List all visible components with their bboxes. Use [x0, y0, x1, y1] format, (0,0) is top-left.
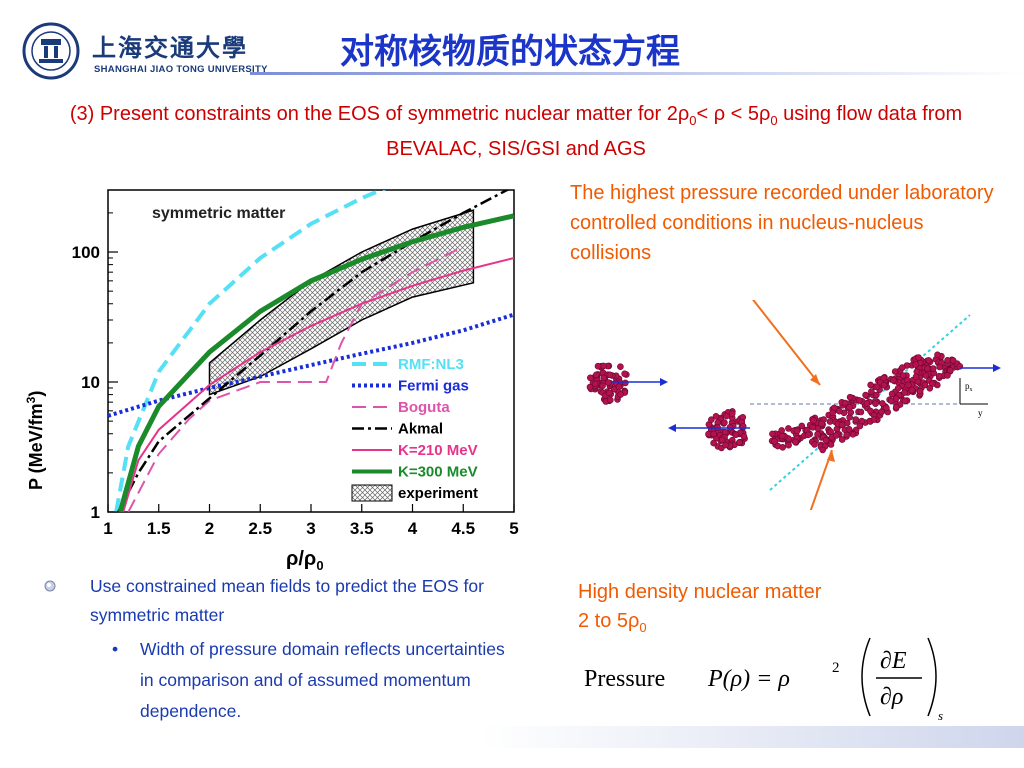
- density-note-line-1: High density nuclear matter: [578, 581, 822, 603]
- orange-pointer-top-head: [810, 374, 820, 385]
- legend-label-4: K=210 MeV: [398, 442, 478, 459]
- x-tick-label-7: 4.5: [451, 519, 475, 538]
- legend-label-5: K=300 MeV: [398, 464, 478, 481]
- density-note-line-2: 2 to 5ρ0: [578, 607, 821, 642]
- logo-chinese-name: 上海交通大學: [92, 33, 248, 62]
- projectile-arrow: [612, 378, 668, 386]
- bullet-2-text: Width of pressure domain reflects uncert…: [140, 639, 505, 721]
- formula-denominator: ∂ρ: [880, 684, 903, 710]
- x-tick-label-3: 2.5: [248, 519, 272, 538]
- legend-label-1: Fermi gas: [398, 378, 469, 395]
- series-line-5: [117, 213, 514, 512]
- subtitle-post: using flow data from BEVALAC, SIS/GSI an…: [386, 103, 963, 160]
- university-logo: 上海交通大學 SHANGHAI JIAO TONG UNIVERSITY: [22, 22, 267, 82]
- x-tick-label-8: 5: [509, 519, 518, 538]
- bullet-disc-icon: [44, 580, 56, 592]
- x-tick-label-5: 3.5: [350, 519, 374, 538]
- logo-english-name: SHANGHAI JIAO TONG UNIVERSITY: [94, 64, 268, 75]
- orange-pointer-bottom-head: [827, 450, 835, 462]
- x-tick-label-1: 1.5: [147, 519, 171, 538]
- legend-swatch-6: [351, 484, 393, 502]
- header-divider: [250, 72, 1024, 75]
- px-axis-label: px: [965, 381, 973, 393]
- pressure-note: The highest pressure recorded under labo…: [570, 182, 994, 264]
- fireball-cluster: [798, 354, 941, 454]
- bullet-dot: •: [112, 639, 119, 659]
- x-axis-label: ρ/ρ0: [286, 548, 324, 573]
- formula-right-paren: [927, 637, 937, 717]
- px-sub-label: x: [970, 387, 973, 393]
- density-note-text: 2 to 5ρ: [578, 610, 640, 632]
- x-tick-label-2: 2: [205, 519, 214, 538]
- legend-label-6: experiment: [398, 485, 478, 502]
- y-tick-label-2: 100: [72, 243, 100, 262]
- projectile-nucleus: [586, 362, 630, 405]
- sjtu-emblem-icon: [22, 22, 80, 80]
- outgoing-right-arrow: [960, 364, 1001, 372]
- formula-word: Pressure: [584, 666, 665, 692]
- x-tick-label-0: 1: [103, 519, 112, 538]
- bullet-1-text: Use constrained mean fields to predict t…: [90, 576, 484, 625]
- formula-left-paren: [861, 637, 871, 717]
- formula-numerator: ∂E: [880, 648, 907, 674]
- x-tick-label-6: 4: [408, 519, 418, 538]
- spectator-left: [768, 425, 808, 451]
- collision-diagram: px y: [586, 300, 1001, 510]
- legend-label-2: Boguta: [398, 399, 450, 416]
- legend-label-3: Akmal: [398, 421, 443, 438]
- target-nucleus: [705, 408, 748, 452]
- series-line-3: [117, 190, 510, 512]
- x-tick-label-4: 3: [306, 519, 315, 538]
- orange-pointer-top: [752, 300, 821, 386]
- series-line-2: [127, 245, 464, 512]
- y-axis-diagram-label: y: [978, 408, 983, 418]
- pressure-formula: Pressure P(ρ) = ρ 2 ∂E ∂ρ s: [584, 637, 943, 722]
- legend-label-0: RMF:NL3: [398, 356, 464, 373]
- density-note: High density nuclear matter 2 to 5ρ0: [578, 578, 821, 642]
- subtitle-pre: (3) Present constraints on the EOS of sy…: [69, 103, 690, 125]
- chart-title: symmetric matter: [152, 205, 285, 222]
- series-line-4: [122, 257, 514, 512]
- orange-pointer-bottom: [809, 449, 833, 510]
- y-axis-label: P (MeV/fm3): [24, 391, 46, 490]
- density-note-sub: 0: [639, 620, 647, 635]
- subtitle-sub-2: 0: [770, 113, 778, 128]
- subtitle-mid: < ρ < 5ρ: [696, 103, 771, 125]
- subtitle-sub-1: 0: [689, 113, 697, 128]
- target-arrow: [668, 424, 750, 432]
- slide-title: 对称核物质的状态方程: [340, 32, 680, 72]
- y-tick-label-1: 10: [81, 373, 100, 392]
- formula-subscript: s: [938, 708, 943, 722]
- px-label: p: [965, 381, 970, 391]
- footer-bar: [480, 726, 1024, 748]
- formula-exponent: 2: [832, 660, 840, 676]
- y-tick-label-0: 1: [91, 503, 100, 522]
- eos-pressure-chart: 1 1.5 2 2.5 3 3.5 4 4.5 5 1 10 100 symmetric matter…: [24, 189, 519, 573]
- formula-lhs: P(ρ) = ρ: [707, 666, 790, 692]
- slide-subtitle: (3) Present constraints on the EOS of sy…: [20, 100, 1012, 163]
- series-line-1: [108, 312, 514, 418]
- series-line-0: [114, 190, 387, 512]
